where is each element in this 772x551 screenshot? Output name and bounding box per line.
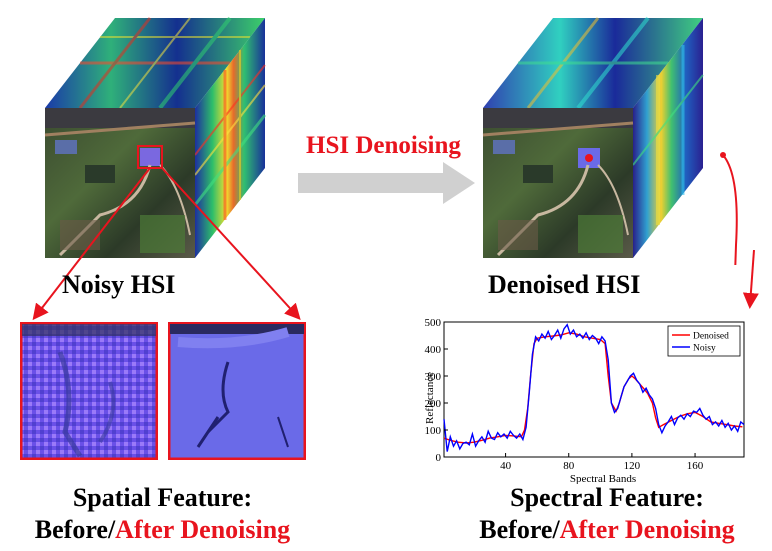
- spatial-caption-line1: Spatial Feature:: [72, 483, 253, 512]
- y-tick-label: 100: [425, 425, 442, 437]
- process-arrow: [298, 162, 475, 204]
- y-tick-label: 200: [425, 398, 442, 410]
- spectral-caption-before: Before/: [479, 515, 560, 544]
- spatial-caption: Spatial Feature: Before/After Denoising: [20, 482, 305, 546]
- spectral-caption: Spectral Feature: Before/After Denoising: [462, 482, 752, 546]
- x-tick-label: 120: [624, 460, 641, 472]
- noisy-spatial-patch: [20, 322, 158, 460]
- y-tick-label: 0: [436, 452, 442, 464]
- y-tick-label: 300: [425, 371, 442, 383]
- spectral-caption-line1: Spectral Feature:: [510, 483, 704, 512]
- noisy-hsi-label: Noisy HSI: [62, 270, 176, 299]
- noisy-hsi-cube: [44, 16, 267, 258]
- spatial-caption-before: Before/: [34, 515, 116, 544]
- process-label: HSI Denoising: [306, 132, 461, 159]
- x-axis-label: Spectral Bands: [570, 473, 636, 484]
- y-tick-label: 500: [425, 317, 442, 329]
- spectral-caption-line2: Before/After Denoising: [462, 514, 752, 546]
- legend-box: [667, 325, 741, 357]
- zoom-arrows: [32, 167, 301, 321]
- series-layer: [443, 323, 745, 452]
- denoised-hsi-label: Denoised HSI: [488, 270, 641, 299]
- ticks-layer: 40 80 120 160 0 100 200 300 400 500: [425, 317, 704, 472]
- spectral-caption-after: After Denoising: [559, 515, 735, 544]
- denoised-hsi-cube: [482, 16, 738, 265]
- spectral-arrow: [742, 250, 759, 309]
- y-axis-label: Reflectance: [424, 372, 436, 424]
- x-tick-label: 80: [563, 460, 575, 472]
- legend-label-noisy: Noisy: [693, 344, 716, 354]
- denoised-spatial-patch: [168, 322, 306, 460]
- spatial-caption-after: After Denoising: [115, 515, 291, 544]
- x-tick-label: 40: [500, 460, 512, 472]
- series-line-noisy: [443, 323, 745, 452]
- legend: Denoised Noisy: [667, 325, 741, 357]
- spectral-chart: 40 80 120 160 0 100 200 300 400 500 Spectral Band…: [424, 317, 745, 484]
- y-tick-label: 400: [425, 344, 442, 356]
- x-tick-label: 160: [687, 460, 704, 472]
- spatial-caption-line2: Before/After Denoising: [20, 514, 305, 546]
- legend-label-denoised: Denoised: [693, 332, 729, 342]
